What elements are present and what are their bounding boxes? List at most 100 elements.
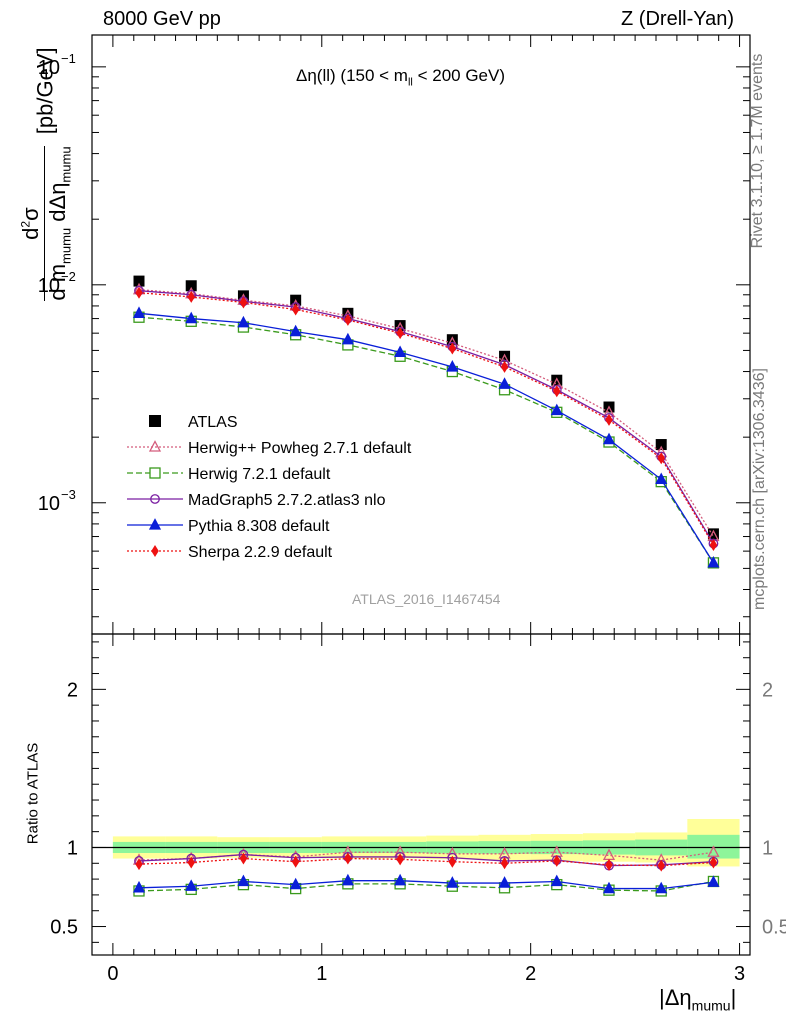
ratio-series-line xyxy=(138,880,714,890)
series-line xyxy=(138,316,714,564)
data-point xyxy=(655,472,668,485)
ratio-point xyxy=(396,853,404,866)
ratio-point xyxy=(602,881,616,894)
ratio-point xyxy=(187,856,195,869)
data-point xyxy=(446,360,459,372)
ratio-point xyxy=(553,854,561,867)
ratio-panel: 0 1 2 3 0.5 0.5 1 1 2 2 xyxy=(50,633,786,985)
legend: ATLAS Herwig++ Powheg 2.7.1 default Herwig… xyxy=(127,414,412,561)
series-line xyxy=(138,289,714,537)
ratio-point xyxy=(185,879,198,891)
ratio-point xyxy=(498,876,511,888)
data-point xyxy=(132,306,146,318)
data-point xyxy=(500,360,509,373)
data-point xyxy=(344,313,352,326)
ratio-point xyxy=(707,845,720,857)
ratio-point xyxy=(239,852,248,865)
data-point xyxy=(709,539,718,552)
ratio-point xyxy=(394,873,407,886)
data-point xyxy=(657,452,665,465)
legend-item-4: Pythia 8.308 default xyxy=(127,518,330,535)
ratio-series-3 xyxy=(132,873,720,894)
y-tick-label: 10 −1 xyxy=(38,51,76,79)
y-tick-label-right: 2 xyxy=(762,679,773,701)
data-point xyxy=(237,315,250,328)
ratio-series-line xyxy=(138,880,714,892)
legend-marker xyxy=(151,545,159,557)
y-tick-label: 1 xyxy=(67,837,78,859)
series-line xyxy=(138,292,715,546)
data-point xyxy=(602,432,616,445)
legend-label: MadGraph5 2.7.2.atlas3 nlo xyxy=(188,492,386,509)
data-point xyxy=(498,377,511,389)
legend-label: ATLAS xyxy=(188,414,238,431)
ratio-point xyxy=(707,875,720,887)
legend-item-2: Herwig 7.2.1 default xyxy=(127,466,331,483)
legend-label: Herwig 7.2.1 default xyxy=(188,466,331,483)
x-tick-label: 1 xyxy=(316,963,327,985)
data-point xyxy=(394,345,407,357)
legend-label: Sherpa 2.2.9 default xyxy=(188,544,333,561)
data-point xyxy=(550,403,563,416)
data-point xyxy=(394,320,406,332)
data-point xyxy=(553,385,561,398)
data-point xyxy=(551,374,563,386)
series-line xyxy=(138,312,714,564)
data-point xyxy=(185,311,198,324)
data-point xyxy=(135,286,143,299)
y-tick-label: 10 −3 xyxy=(38,487,76,515)
data-point xyxy=(187,290,195,303)
y-tick-label: 10 −2 xyxy=(38,269,76,297)
y-tick-label-right: 0.5 xyxy=(762,917,786,939)
data-point xyxy=(605,413,613,426)
series-4 xyxy=(132,306,720,568)
legend-item-5: Sherpa 2.2.9 default xyxy=(127,544,333,561)
ratio-series-line xyxy=(138,853,714,867)
ratio-point xyxy=(657,859,665,872)
ratio-point xyxy=(237,874,250,887)
legend-marker xyxy=(149,415,161,427)
data-point xyxy=(185,280,197,292)
data-point xyxy=(655,439,667,451)
ratio-x-axis-label: |Δηmumu| xyxy=(659,985,737,1014)
ratio-point xyxy=(446,876,459,888)
x-tick-label: 0 xyxy=(107,963,118,985)
series-5 xyxy=(135,286,718,552)
y-tick-label-exp: −3 xyxy=(61,487,76,502)
legend-label: Pythia 8.308 default xyxy=(188,518,330,535)
y-tick-label: 2 xyxy=(67,679,78,701)
legend-label: Herwig++ Powheg 2.7.1 default xyxy=(188,440,412,457)
ratio-point xyxy=(344,852,352,865)
ratio-point xyxy=(448,855,457,868)
legend-marker xyxy=(148,440,162,452)
ratio-point xyxy=(500,857,509,870)
ratio-frame xyxy=(91,633,751,956)
legend-item-1: Herwig++ Powheg 2.7.1 default xyxy=(127,440,412,457)
header-right-title: Z (Drell-Yan) xyxy=(621,8,734,30)
y-tick-label-base: 10 xyxy=(38,493,60,515)
data-point xyxy=(289,324,302,337)
header-left-title: 8000 GeV pp xyxy=(103,8,221,30)
data-point xyxy=(448,342,457,355)
y-tick-label-right: 1 xyxy=(762,837,773,859)
legend-item-3: MadGraph5 2.7.2.atlas3 nlo xyxy=(127,492,386,509)
ratio-point xyxy=(655,881,668,894)
y-tick-label-exp: −1 xyxy=(61,51,76,66)
series-line xyxy=(138,290,715,544)
data-point xyxy=(291,303,300,316)
x-tick-label: 3 xyxy=(734,963,745,985)
legend-marker xyxy=(148,518,162,530)
ratio-point xyxy=(135,858,143,871)
data-point xyxy=(239,296,248,309)
legend-marker xyxy=(150,494,160,504)
data-point xyxy=(446,334,458,346)
ratio-series-4 xyxy=(135,852,718,872)
ratio-point xyxy=(289,877,302,890)
data-point xyxy=(707,528,719,540)
data-point xyxy=(342,307,354,319)
ratio-point xyxy=(709,856,718,869)
legend-marker xyxy=(149,467,161,479)
ratio-point xyxy=(291,855,300,868)
